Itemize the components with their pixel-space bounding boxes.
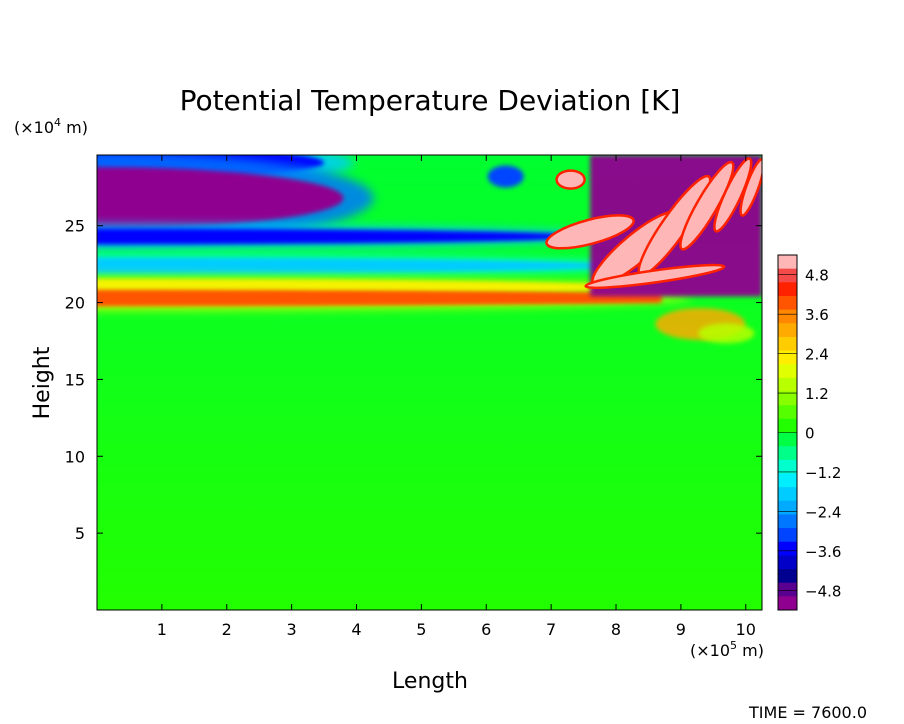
colorbar-swatch bbox=[778, 309, 797, 324]
band-core bbox=[97, 228, 590, 245]
plot-area bbox=[97, 155, 762, 610]
x-tick-label: 10 bbox=[736, 620, 756, 639]
colorbar-swatch bbox=[778, 377, 797, 393]
colorbar-tick-label: 3.6 bbox=[805, 306, 829, 324]
y-tick-label: 15 bbox=[65, 370, 85, 389]
x-tick-label: 1 bbox=[157, 620, 167, 639]
x-unit-label: (×105 m) bbox=[690, 639, 764, 660]
wave-lobe-4 bbox=[739, 157, 762, 217]
cold-blob bbox=[487, 165, 524, 188]
bands-layer bbox=[97, 155, 692, 310]
colorbar-swatch bbox=[778, 541, 797, 556]
colorbar-swatch bbox=[778, 500, 797, 515]
colorbar-swatch bbox=[778, 487, 797, 502]
band-1 bbox=[97, 155, 374, 245]
wave-lobe-7 bbox=[584, 263, 726, 290]
colorbar-tick-label: −1.2 bbox=[805, 464, 841, 482]
colorbar-swatch bbox=[778, 405, 797, 420]
band-core bbox=[97, 167, 344, 230]
colorbar-swatch bbox=[778, 555, 797, 570]
y-tick-label: 25 bbox=[65, 217, 85, 236]
colorbar-tick-label: 0 bbox=[805, 425, 815, 443]
wave-lobe-3 bbox=[713, 157, 753, 233]
colorbar-swatch bbox=[778, 596, 797, 611]
colorbar-swatch bbox=[778, 364, 797, 379]
colorbar-swatch bbox=[778, 295, 797, 311]
y-unit-label: (×104 m) bbox=[14, 116, 88, 137]
colorbar-swatch bbox=[778, 268, 797, 283]
y-unit-prefix: (×10 bbox=[14, 118, 54, 137]
colorbar-swatch bbox=[778, 282, 797, 297]
colorbar-swatch bbox=[778, 528, 797, 543]
warm-band-core bbox=[97, 292, 662, 303]
wave-lobe-5 bbox=[545, 214, 635, 250]
band-core bbox=[97, 257, 616, 274]
x-tick-label: 8 bbox=[611, 620, 621, 639]
y-unit-suffix: m) bbox=[61, 118, 88, 137]
time-annotation: TIME = 7600.0 bbox=[748, 703, 867, 722]
x-unit-exponent: 5 bbox=[730, 639, 737, 652]
colorbar-swatch bbox=[778, 350, 797, 365]
colorbar-swatch bbox=[778, 514, 797, 529]
y-axis: 5 10 15 20 25 bbox=[65, 217, 762, 543]
colorbar-tick-label: 1.2 bbox=[805, 385, 829, 403]
wave-lobe-6 bbox=[555, 169, 586, 190]
colorbar-tick-label: 2.4 bbox=[805, 346, 829, 364]
band-3 bbox=[97, 253, 646, 278]
y-tick-label: 20 bbox=[65, 294, 85, 313]
y-tick-label: 10 bbox=[65, 447, 85, 466]
colorbar-swatch bbox=[778, 391, 797, 406]
x-tick-label: 6 bbox=[481, 620, 491, 639]
x-unit-prefix: (×10 bbox=[690, 641, 730, 660]
colorbar-tick-label: −3.6 bbox=[805, 543, 841, 561]
x-tick-label: 9 bbox=[676, 620, 686, 639]
colorbar: 4.8 3.6 2.4 1.2 0 −1.2 −2.4 −3.6 −4.8 bbox=[777, 254, 841, 611]
x-unit-suffix: m) bbox=[737, 641, 764, 660]
band-2 bbox=[97, 224, 620, 249]
colorbar-swatch bbox=[778, 323, 797, 338]
y-axis-label: Height bbox=[30, 346, 55, 419]
colorbar-swatch bbox=[778, 418, 797, 433]
colorbar-tick-label: 4.8 bbox=[805, 267, 829, 285]
chart-title: Potential Temperature Deviation [K] bbox=[180, 84, 681, 117]
colorbar-swatch bbox=[778, 336, 797, 352]
colorbar-swatch bbox=[778, 569, 797, 584]
wave-layer bbox=[487, 155, 762, 344]
x-tick-label: 7 bbox=[546, 620, 556, 639]
wave-lobe-2 bbox=[679, 160, 735, 251]
colorbar-swatch bbox=[778, 459, 797, 474]
x-tick-label: 5 bbox=[416, 620, 426, 639]
y-unit-exponent: 4 bbox=[54, 116, 61, 129]
colorbar-swatch bbox=[778, 255, 797, 270]
colorbar-swatch bbox=[778, 432, 797, 447]
x-axis-label: Length bbox=[392, 669, 468, 694]
x-tick-label: 2 bbox=[222, 620, 232, 639]
colorbar-swatch bbox=[778, 473, 797, 488]
plot-frame bbox=[96, 154, 763, 611]
colorbar-swatch bbox=[778, 446, 797, 461]
x-tick-label: 3 bbox=[287, 620, 297, 639]
y-tick-label: 5 bbox=[75, 524, 85, 543]
x-tick-label: 4 bbox=[351, 620, 361, 639]
colorbar-swatch bbox=[778, 582, 797, 597]
colorbar-tick-label: −2.4 bbox=[805, 503, 841, 521]
x-axis: 1 2 3 4 5 6 7 8 9 10 bbox=[157, 155, 756, 639]
colorbar-tick-label: −4.8 bbox=[805, 582, 841, 600]
turbulent-patch-yellow bbox=[698, 323, 755, 344]
